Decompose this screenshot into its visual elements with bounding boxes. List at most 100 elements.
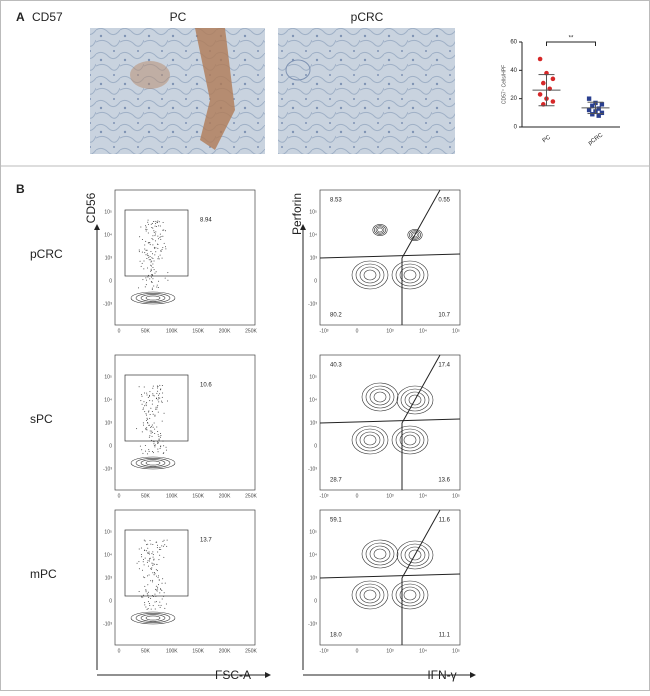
- event-dot: [150, 580, 152, 582]
- y-tick-label: 10³: [310, 420, 318, 426]
- histology-image: [90, 28, 265, 154]
- event-dot: [157, 451, 159, 453]
- event-dot: [147, 276, 149, 278]
- event-dot: [148, 449, 150, 451]
- event-dot: [160, 236, 162, 238]
- contour: [403, 589, 417, 601]
- y-tick-label: 60: [510, 40, 517, 46]
- contour: [372, 224, 388, 236]
- event-dot: [154, 225, 156, 227]
- x-tick-label: 50K: [141, 328, 151, 334]
- contour: [359, 586, 381, 604]
- event-dot: [146, 253, 148, 255]
- data-point: [590, 103, 595, 108]
- event-dot: [139, 445, 141, 447]
- event-dot: [154, 573, 156, 575]
- event-dot: [147, 565, 149, 567]
- event-dot: [158, 401, 160, 403]
- x-tick-label: -10³: [320, 328, 329, 334]
- plot-frame: [114, 354, 256, 491]
- event-dot: [152, 556, 154, 558]
- event-dot: [160, 389, 162, 391]
- event-dot: [163, 445, 165, 447]
- event-dot: [147, 411, 149, 413]
- event-dot: [154, 433, 156, 435]
- event-dot: [149, 259, 151, 261]
- contour: [409, 230, 421, 240]
- gate: [124, 529, 189, 597]
- contour: [408, 394, 422, 406]
- event-dot: [155, 601, 157, 603]
- event-dot: [144, 585, 146, 587]
- contour: [400, 543, 430, 567]
- contour: [407, 229, 423, 241]
- event-dot: [163, 229, 165, 231]
- event-dot: [144, 602, 146, 604]
- event-dot: [140, 265, 142, 267]
- event-dot: [158, 579, 160, 581]
- event-dot: [145, 226, 147, 228]
- event-dot: [157, 544, 159, 546]
- event-dot: [143, 576, 145, 578]
- data-point: [537, 56, 543, 62]
- event-dot: [156, 385, 158, 387]
- event-dot: [159, 592, 161, 594]
- event-dot: [156, 564, 158, 566]
- event-dot: [157, 222, 159, 224]
- event-dot: [145, 606, 147, 608]
- event-dot: [143, 564, 145, 566]
- event-dot: [144, 252, 146, 254]
- x-tick-label: 10⁵: [452, 493, 460, 499]
- event-dot: [159, 233, 161, 235]
- event-dot: [164, 544, 166, 546]
- data-point: [550, 76, 556, 82]
- event-dot: [145, 284, 147, 286]
- event-dot: [148, 450, 150, 452]
- event-dot: [151, 553, 153, 555]
- x-tick-label: 150K: [192, 648, 204, 654]
- event-dot: [150, 568, 152, 570]
- event-dot: [153, 559, 155, 561]
- y-axis-label: CD57⁺ Cells/HPF: [501, 65, 507, 104]
- x-tick-label: 0: [356, 328, 359, 334]
- y-tick-label: -10³: [103, 301, 112, 307]
- event-dot: [148, 410, 150, 412]
- event-dot: [140, 400, 142, 402]
- event-dot: [149, 558, 151, 560]
- event-dot: [150, 597, 152, 599]
- event-dot: [151, 431, 153, 433]
- event-dot: [149, 560, 151, 562]
- event-dot: [158, 394, 160, 396]
- event-dot: [165, 246, 167, 248]
- event-dot: [160, 589, 162, 591]
- event-dot: [156, 284, 158, 286]
- event-dot: [165, 603, 167, 605]
- event-dot: [160, 446, 162, 448]
- event-dot: [151, 237, 153, 239]
- event-dot: [159, 236, 161, 238]
- event-dot: [143, 594, 145, 596]
- event-dot: [151, 274, 153, 276]
- event-dot: [162, 578, 164, 580]
- event-dot: [144, 392, 146, 394]
- quadrant-line: [401, 354, 441, 424]
- gate: [124, 209, 189, 277]
- x-tick-label: -10³: [320, 648, 329, 654]
- event-dot: [154, 444, 156, 446]
- y-tick-label: 0: [514, 125, 518, 131]
- event-dot: [160, 604, 162, 606]
- event-dot: [162, 392, 164, 394]
- event-dot: [152, 581, 154, 583]
- contour: [351, 580, 389, 610]
- event-dot: [153, 285, 155, 287]
- event-dot: [153, 246, 155, 248]
- event-dot: [147, 221, 149, 223]
- event-dot: [166, 545, 168, 547]
- event-dot: [157, 588, 159, 590]
- contour: [369, 388, 391, 406]
- event-dot: [145, 450, 147, 452]
- event-dot: [151, 567, 153, 569]
- quadrant-value: 13.6: [438, 478, 450, 484]
- histology-image: [278, 28, 455, 154]
- event-dot: [140, 226, 142, 228]
